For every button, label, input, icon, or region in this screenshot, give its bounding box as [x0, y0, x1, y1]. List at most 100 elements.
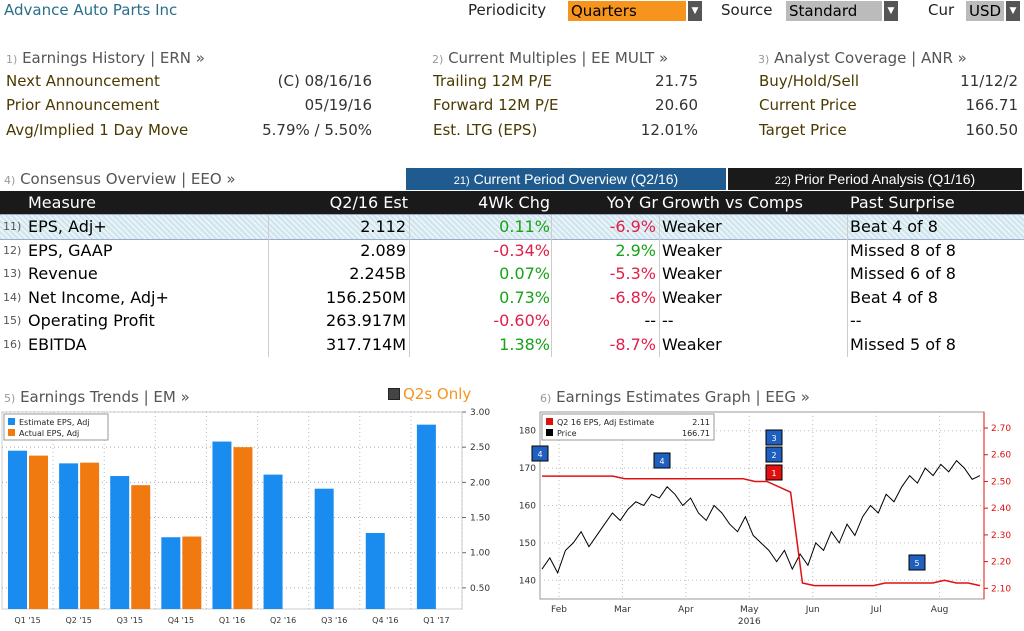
table-row[interactable]: 16) EBITDA 317.714M 1.38% -8.7% Weaker Missed … [0, 333, 1024, 357]
measure-cell: Net Income, Adj+ [28, 287, 169, 307]
y-right-tick-label: 2.50 [991, 477, 1011, 487]
col-4wk-chg[interactable]: 4Wk Chg [478, 193, 550, 212]
marker-box [531, 445, 549, 462]
source-dropdown-icon[interactable]: ▼ [884, 1, 898, 21]
next-announcement-label: Next Announcement [6, 72, 160, 90]
current-multiples-header[interactable]: 2) Current Multiples | EE MULT » [432, 49, 668, 67]
marker-box [908, 554, 926, 571]
growth-cell: Weaker [662, 217, 722, 236]
earnings-history-title[interactable]: Earnings History | ERN » [22, 49, 205, 67]
measure-cell: Operating Profit [28, 311, 155, 331]
q2s-only-label[interactable]: Q2s Only [403, 385, 472, 403]
marker-box [765, 446, 783, 463]
legend-box [3, 413, 109, 441]
marker-box [765, 429, 783, 446]
top-bar: Advance Auto Parts Inc Periodicity Quart… [0, 0, 1024, 22]
legend-value: 166.71 [682, 429, 710, 438]
tab-current-period[interactable]: 21) Current Period Overview (Q2/16) [406, 168, 726, 190]
earnings-estimates-chart: 140 150 160 170 180 2.10 2.20 2.30 2.40 2.50 2.60 2… [519, 411, 1011, 627]
earnings-history-header[interactable]: 1) Earnings History | ERN » [6, 49, 205, 67]
x-tick-label: Apr [678, 605, 694, 615]
col-measure[interactable]: Measure [28, 193, 96, 212]
source-label: Source [721, 1, 773, 19]
table-row[interactable]: 12) EPS, GAAP 2.089 -0.34% 2.9% Weaker Missed … [0, 239, 1024, 263]
bar [365, 533, 385, 609]
measure-cell: Revenue [28, 264, 98, 284]
y-right-tick-label: 2.20 [991, 558, 1011, 568]
change-cell: 0.07% [499, 264, 550, 284]
row-number: 12) [3, 243, 22, 257]
source-select[interactable]: Standard [786, 1, 882, 21]
currency-dropdown-icon[interactable]: ▼ [1006, 1, 1020, 21]
est-ltg-value: 12.01% [640, 121, 698, 139]
currency-select[interactable]: USD [966, 1, 1004, 21]
y-tick-label: 0.50 [470, 584, 490, 594]
col-growth-vs-comps[interactable]: Growth vs Comps [662, 193, 803, 212]
x-tick-label: May [740, 605, 759, 615]
q2s-only-checkbox[interactable] [388, 388, 400, 400]
y-tick-label: 2.50 [470, 443, 490, 453]
row-number: 15) [3, 314, 22, 328]
periodicity-select[interactable]: Quarters [568, 1, 686, 21]
y-left-tick-label: 140 [519, 576, 536, 586]
surprise-cell: Missed 8 of 8 [850, 240, 956, 260]
price-line [541, 459, 981, 575]
current-multiples-title[interactable]: Current Multiples | EE MULT » [448, 49, 669, 67]
earnings-graph-header[interactable]: 6) Earnings Estimates Graph | EEG » [540, 388, 810, 406]
earnings-trends-chart: 0.50 1.00 1.50 2.00 2.50 3.00 Q1 '15 Q2 '15 Q3 '… [1, 408, 490, 625]
consensus-overview-header[interactable]: 4) Consensus Overview | EEO » [4, 170, 236, 188]
table-row[interactable]: 14) Net Income, Adj+ 156.250M 0.73% -6.8% Wea… [0, 286, 1024, 310]
consensus-overview-title[interactable]: Consensus Overview | EEO » [20, 170, 236, 188]
yoy-cell: -6.9% [609, 217, 656, 236]
bar [314, 488, 334, 609]
x-tick-label: Q1 '15 [14, 616, 40, 625]
legend-swatch [8, 418, 15, 425]
earnings-trends-header[interactable]: 5) Earnings Trends | EM » [4, 388, 190, 406]
col-yoy-gr[interactable]: YoY Gr [606, 193, 658, 212]
estimate-cell: 317.714M [326, 335, 406, 354]
analyst-coverage-title[interactable]: Analyst Coverage | ANR » [774, 49, 967, 67]
chart-legend: Estimate EPS, Adj Actual EPS, Adj [3, 413, 109, 441]
x-tick-label: Q2 '16 [270, 616, 296, 625]
event-marker: 2 [765, 446, 783, 463]
bar [182, 536, 202, 609]
measure-cell: EPS, GAAP [28, 240, 113, 260]
tab-number: 22) [774, 175, 791, 187]
measure-cell: EBITDA [28, 335, 87, 354]
x-tick-label: Aug [931, 605, 949, 615]
tab-number: 21) [453, 175, 470, 187]
analyst-coverage-header[interactable]: 3) Analyst Coverage | ANR » [758, 49, 967, 67]
legend-label: Price [557, 429, 577, 438]
col-past-surprise[interactable]: Past Surprise [850, 193, 955, 212]
section-number: 4) [4, 174, 16, 187]
surprise-cell: Missed 6 of 8 [850, 264, 956, 284]
next-announcement-value: (C) 08/16/16 [277, 72, 372, 90]
trailing-pe-label: Trailing 12M P/E [433, 72, 552, 90]
yoy-cell: -8.7% [609, 335, 656, 354]
marker-box [765, 464, 783, 481]
growth-cell: Weaker [662, 240, 722, 260]
x-tick-label: Mar [614, 605, 631, 615]
y-left-tick-label: 180 [519, 427, 536, 437]
estimate-line [542, 475, 981, 587]
y-right-tick-label: 2.70 [991, 424, 1011, 434]
bar [416, 424, 436, 609]
legend-swatch [546, 429, 553, 436]
earnings-graph-title[interactable]: Earnings Estimates Graph | EEG » [556, 388, 810, 406]
table-row[interactable]: 15) Operating Profit 263.917M -0.60% -- -- -- [0, 309, 1024, 333]
avg-move-label: Avg/Implied 1 Day Move [6, 121, 189, 139]
change-cell: 0.73% [499, 287, 550, 307]
yoy-cell: -5.3% [609, 264, 656, 284]
periodicity-dropdown-icon[interactable]: ▼ [688, 1, 702, 21]
table-row[interactable]: 11) EPS, Adj+ 2.112 0.11% -6.9% Weaker Beat 4 … [0, 214, 1024, 240]
y-left-tick-label: 170 [519, 464, 536, 474]
tab-prior-period[interactable]: 22) Prior Period Analysis (Q1/16) [728, 168, 1022, 190]
event-marker: 4 [653, 452, 671, 469]
col-estimate[interactable]: Q2/16 Est [329, 193, 408, 212]
earnings-trends-title[interactable]: Earnings Trends | EM » [20, 388, 190, 406]
buy-hold-sell-label: Buy/Hold/Sell [759, 72, 860, 90]
currency-label: Cur [928, 1, 955, 19]
surprise-cell: Missed 5 of 8 [850, 335, 956, 354]
event-marker: 4 [531, 445, 549, 462]
table-row[interactable]: 13) Revenue 2.245B 0.07% -5.3% Weaker Missed 6… [0, 262, 1024, 286]
